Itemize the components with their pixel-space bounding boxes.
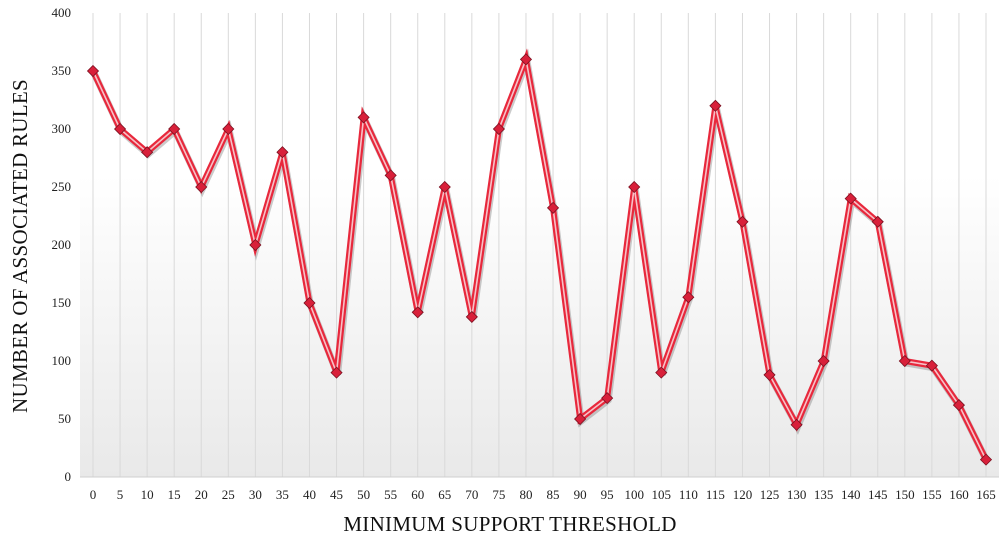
data-point [655,366,668,379]
x-tick-label: 160 [949,487,969,502]
x-tick-label: 90 [574,487,587,502]
x-tick-label: 75 [492,487,505,502]
y-axis-title: NUMBER OF ASSOCIATED RULES [8,79,32,413]
data-point [871,215,884,228]
y-tick-label: 400 [52,5,72,20]
data-point [195,180,208,194]
x-tick-label: 50 [357,487,370,502]
data-point [601,392,614,405]
data-point [222,122,235,136]
x-tick-label: 60 [411,487,424,502]
y-tick-label: 0 [65,469,72,484]
data-point [817,354,830,368]
data-point [249,238,262,252]
data-point [628,180,641,194]
data-point [411,306,424,319]
data-point [465,310,478,323]
x-tick-label: 20 [195,487,208,502]
y-tick-label: 350 [52,63,72,78]
data-point [682,291,695,304]
x-tick-label: 115 [706,487,725,502]
y-tick-label: 150 [52,295,72,310]
plot-background [80,13,999,477]
x-tick-label: 145 [868,487,888,502]
y-tick-labels: 0 50 100 150 200 250 300 350 400 [52,5,72,484]
y-tick-label: 100 [52,353,72,368]
data-point [844,192,857,205]
data-point [979,453,993,466]
x-tick-label: 110 [679,487,698,502]
x-tick-label: 140 [841,487,861,502]
x-tick-label: 125 [760,487,780,502]
data-point [574,412,587,426]
x-tick-label: 70 [465,487,478,502]
y-tick-label: 50 [58,411,71,426]
x-tick-label: 15 [168,487,181,502]
y-tick-label: 300 [52,121,72,136]
data-point [519,53,533,66]
x-tick-label: 120 [733,487,753,502]
data-point [492,122,505,136]
x-tick-label: 155 [922,487,942,502]
data-point [141,146,154,159]
x-axis-title: MINIMUM SUPPORT THRESHOLD [343,512,676,536]
data-point [898,354,911,368]
data-point [790,418,803,431]
data-point [952,399,966,412]
x-tick-label: 55 [384,487,397,502]
data-point [113,122,127,136]
data-point [357,111,370,124]
x-tick-label: 105 [652,487,672,502]
data-point [168,122,181,136]
data-point [763,368,776,381]
x-tick-label: 135 [814,487,834,502]
y-tick-label: 250 [52,179,72,194]
x-tick-label: 35 [276,487,289,502]
x-tick-label: 45 [330,487,343,502]
x-tick-label: 30 [249,487,262,502]
data-point [546,201,560,214]
x-tick-label: 100 [624,487,644,502]
data-point [384,169,397,182]
data-point [736,215,749,228]
x-tick-label: 5 [117,487,124,502]
x-tick-label: 25 [222,487,235,502]
x-tick-labels: 0 5 10 15 20 25 30 35 40 45 50 55 60 65 70 75 80 85 90 95 10… [90,487,996,502]
x-tick-label: 0 [90,487,97,502]
x-tick-label: 165 [976,487,996,502]
data-point [438,180,451,194]
grid-lines [80,13,999,478]
y-tick-label: 200 [52,237,72,252]
data-point [303,296,316,310]
series-group [86,48,993,466]
x-tick-label: 85 [547,487,560,502]
series-line-highlight [92,56,987,460]
x-tick-label: 95 [601,487,614,502]
x-tick-label: 130 [787,487,807,502]
data-point [925,359,938,372]
x-tick-label: 65 [438,487,451,502]
x-tick-label: 40 [303,487,316,502]
data-point [276,146,289,159]
data-point [86,64,100,78]
x-tick-label: 150 [895,487,915,502]
data-point [330,366,343,379]
data-point [709,99,722,112]
x-tick-label: 80 [519,487,532,502]
x-tick-label: 10 [141,487,154,502]
